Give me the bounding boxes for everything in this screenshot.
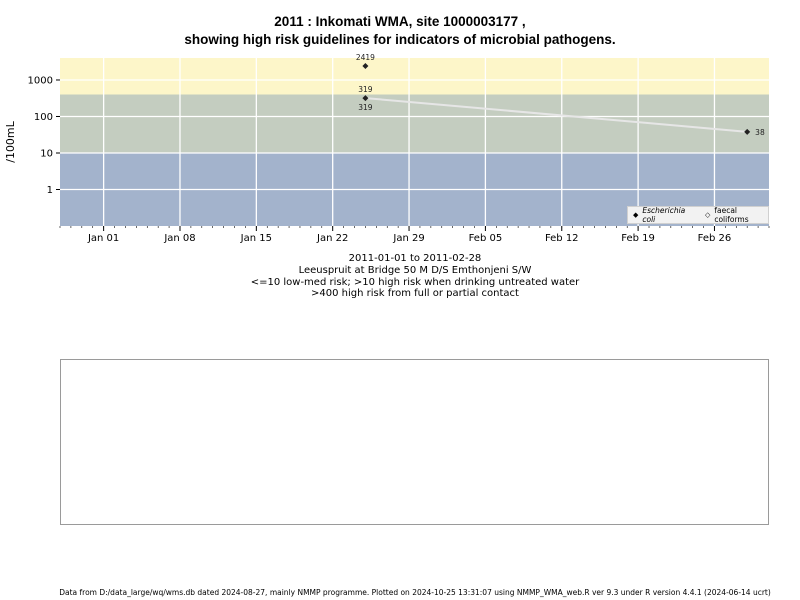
- y-tick-label: 10: [40, 148, 53, 159]
- legend-item-ecoli: ◆ Escherichia coli: [633, 206, 695, 224]
- x-tick-label: Feb 26: [698, 233, 732, 244]
- y-tick-label: 100: [34, 112, 53, 123]
- y-tick-label: 1: [47, 185, 53, 196]
- x-tick-label: Jan 29: [392, 233, 424, 244]
- chart-title-line2: showing high risk guidelines for indicat…: [184, 32, 616, 47]
- x-tick-label: Feb 05: [469, 233, 503, 244]
- empty-plot-panel: [60, 359, 769, 525]
- chart-legend: ◆ Escherichia coli ◇ faecal coliforms: [627, 206, 769, 224]
- x-tick-label: Jan 22: [316, 233, 348, 244]
- caption-guideline-drink: <=10 low-med risk; >10 high risk when dr…: [250, 277, 580, 288]
- data-point-ecoli: [362, 62, 369, 69]
- data-point-ecoli: [744, 128, 751, 135]
- x-tick-label: Feb 19: [621, 233, 655, 244]
- x-tick-label: Jan 01: [87, 233, 119, 244]
- risk-band-2: [60, 58, 769, 95]
- caption-date-range: 2011-01-01 to 2011-02-28: [348, 253, 482, 264]
- diamond-filled-icon: ◆: [633, 210, 639, 219]
- data-label: 38: [755, 128, 765, 137]
- legend-item-faecal: ◇ faecal coliforms: [705, 206, 768, 224]
- caption-site-name: Leeuspruit at Bridge 50 M D/S Emthonjeni…: [298, 265, 532, 276]
- diamond-open-icon: ◇: [704, 210, 711, 219]
- caption-guideline-contact: >400 high risk from full or partial cont…: [311, 288, 519, 299]
- chart-title-line1: 2011 : Inkomati WMA, site 1000003177 ,: [274, 14, 526, 29]
- x-tick-label: Jan 15: [240, 233, 272, 244]
- footer-note: Data from D:/data_large/wq/wms.db dated …: [59, 588, 771, 597]
- legend-label-faecal: faecal coliforms: [714, 206, 749, 224]
- x-tick-label: Feb 12: [545, 233, 579, 244]
- data-label: 319: [358, 103, 373, 112]
- data-label: 2419: [356, 53, 375, 62]
- ecoli-trend-line: [365, 97, 748, 133]
- x-tick-label: Jan 08: [163, 233, 195, 244]
- y-axis-label: /100mL: [4, 120, 17, 162]
- y-tick-label: 1000: [28, 75, 53, 86]
- data-point-ecoli: [362, 95, 369, 102]
- data-label: 319: [358, 85, 373, 94]
- legend-label-ecoli: Escherichia coli: [642, 206, 686, 224]
